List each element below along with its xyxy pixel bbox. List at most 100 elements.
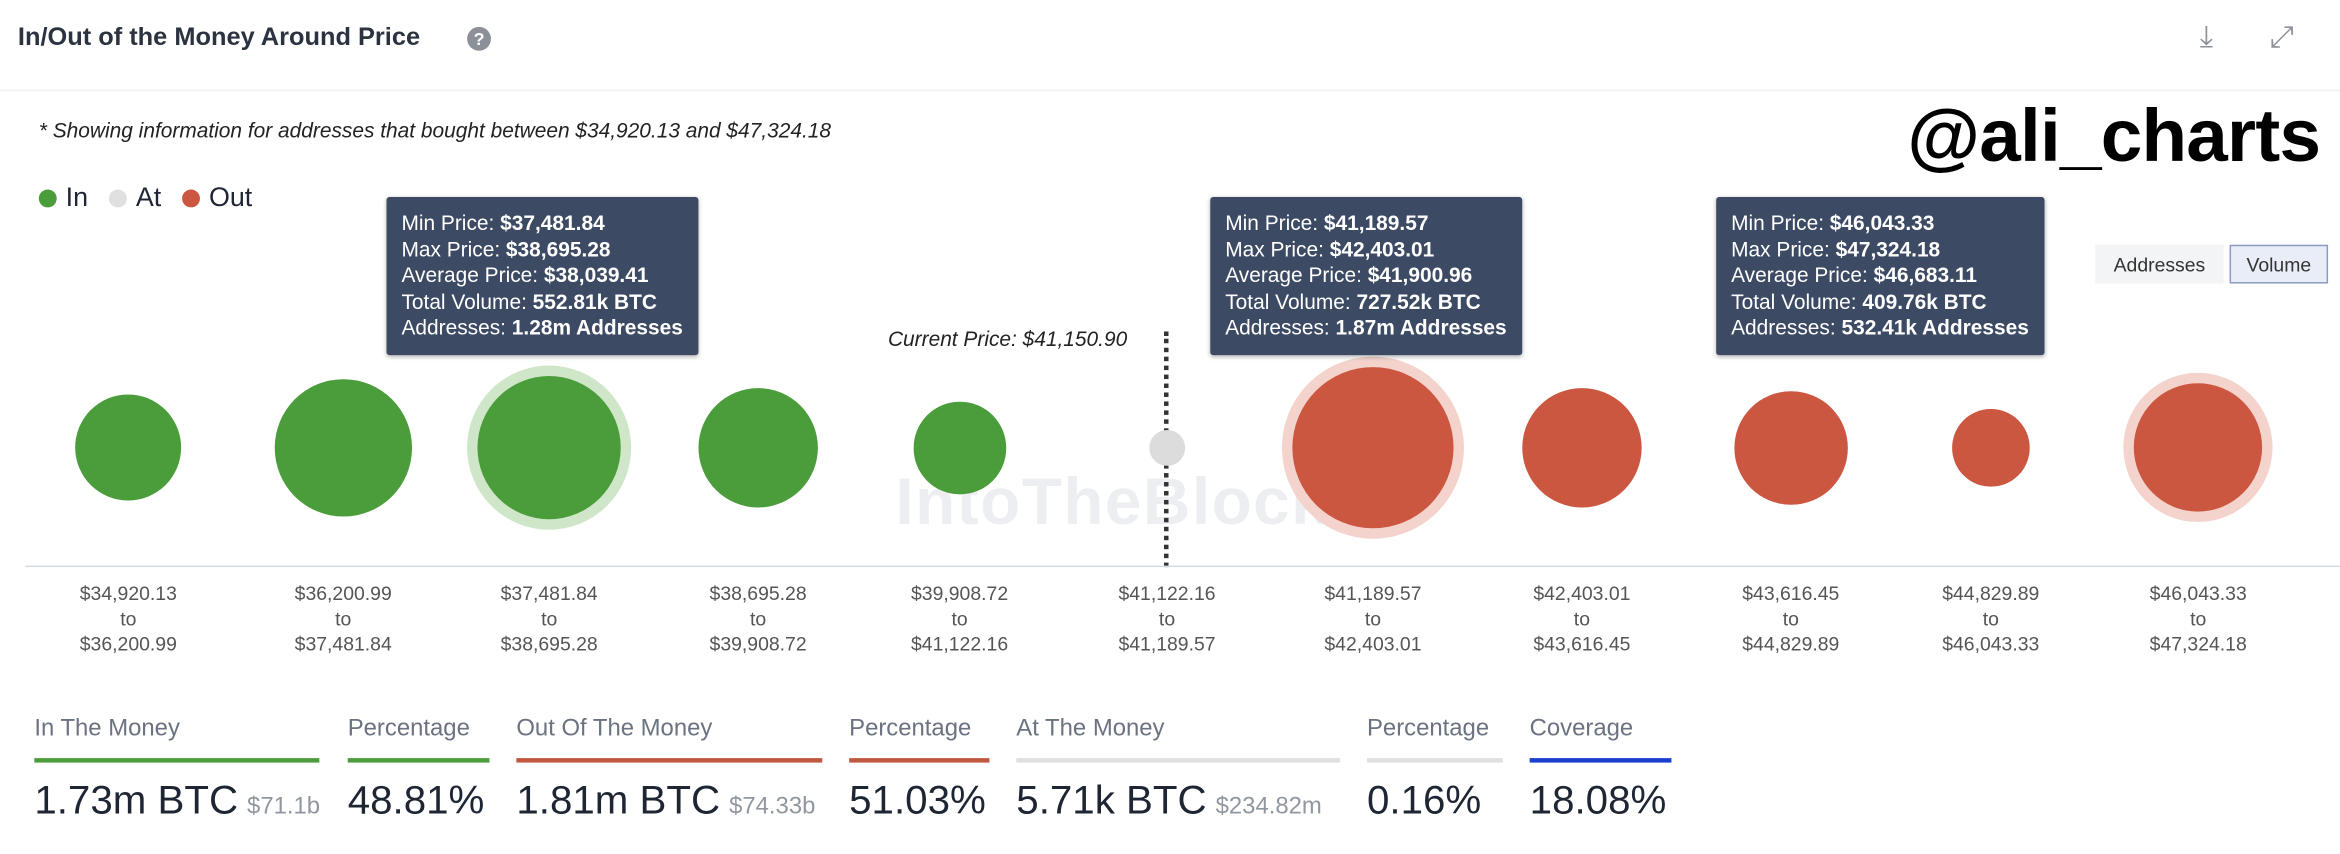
stat-coverage: Coverage 18.08% <box>1529 716 1672 823</box>
stat-usd-value: $74.33b <box>729 793 816 820</box>
tooltip-vol: 409.76k BTC <box>1862 288 1987 313</box>
bin-sep: to <box>750 607 767 630</box>
tooltip-in-bin: Min Price: $37,481.84 Max Price: $38,695… <box>386 196 698 355</box>
stat-underline <box>1366 758 1503 763</box>
in-dot-icon <box>38 188 57 207</box>
bin-from: $41,122.16 <box>1118 582 1216 605</box>
bin-sep: to <box>2190 607 2207 630</box>
tooltip-addr: 1.87m Addresses <box>1335 314 1507 339</box>
stat-usd-value: $234.82m <box>1215 793 1322 820</box>
stat-label: Percentage <box>849 716 972 742</box>
bin-sep: to <box>1573 607 1590 630</box>
bin-label: $37,481.84 to $38,695.28 <box>461 581 637 657</box>
bin-sep: to <box>1982 607 1999 630</box>
bin-to: $47,324.18 <box>2149 632 2247 656</box>
out-dot-icon <box>182 188 201 207</box>
tooltip-avg: $38,039.41 <box>543 262 649 287</box>
tooltip-avg: $41,900.96 <box>1367 262 1473 287</box>
stat-value: 18.08% <box>1529 777 1667 823</box>
bubble-in[interactable] <box>913 401 1006 494</box>
tooltip-min: $37,481.84 <box>500 210 605 235</box>
bin-sep: to <box>951 607 968 630</box>
bin-label: $36,200.99 to $37,481.84 <box>255 581 431 657</box>
bin-from: $38,695.28 <box>709 582 807 605</box>
bin-to: $42,403.01 <box>1324 632 1422 656</box>
download-icon[interactable]: ⤓ <box>2199 20 2213 54</box>
stat-label: Out Of The Money <box>516 716 713 742</box>
tooltip-out-bin-2: Min Price: $46,043.33 Max Price: $47,324… <box>1716 196 2044 355</box>
legend-out[interactable]: Out <box>182 182 252 213</box>
bin-sep: to <box>120 607 137 630</box>
legend-at[interactable]: At <box>108 182 161 213</box>
bin-label: $41,122.16 to $41,189.57 <box>1079 581 1255 657</box>
stat-at-the-money: At The Money 5.71k BTC $234.82m <box>1016 716 1341 823</box>
stat-value: 1.73m BTC <box>34 777 239 823</box>
bin-sep: to <box>1782 607 1799 630</box>
tooltip-max: $47,324.18 <box>1835 236 1941 261</box>
stat-label: In The Money <box>34 716 180 742</box>
tooltip-min: $46,043.33 <box>1829 210 1935 235</box>
bin-to: $36,200.99 <box>79 632 177 656</box>
bin-label: $42,403.01 to $43,616.45 <box>1494 581 1670 657</box>
stat-in-the-money: In The Money 1.73m BTC $71.1b <box>34 716 320 823</box>
bin-from: $43,616.45 <box>1742 582 1840 605</box>
bin-sep: to <box>335 607 352 630</box>
bin-label: $46,043.33 to $47,324.18 <box>2110 581 2286 657</box>
expand-icon[interactable]: ⤢ <box>2269 20 2294 54</box>
bin-to: $43,616.45 <box>1533 632 1631 656</box>
axis-line <box>25 565 2340 568</box>
bubble-out[interactable] <box>2133 383 2263 513</box>
bin-from: $44,829.89 <box>1942 582 2040 605</box>
bubble-in[interactable] <box>477 375 621 520</box>
bubble-at[interactable] <box>1149 429 1185 466</box>
stat-label: At The Money <box>1016 716 1165 742</box>
bin-label: $39,908.72 to $41,122.16 <box>872 581 1048 657</box>
bubble-out[interactable] <box>1952 409 2030 487</box>
stat-underline <box>347 758 490 763</box>
tooltip-out-bin-1: Min Price: $41,189.57 Max Price: $42,403… <box>1210 196 1522 355</box>
header-divider <box>0 89 2340 92</box>
bubble-in[interactable] <box>75 394 182 501</box>
legend-label: In <box>65 182 89 212</box>
stat-underline <box>1529 758 1672 763</box>
stat-value: 0.16% <box>1366 777 1482 823</box>
tooltip-max: $42,403.01 <box>1329 236 1435 261</box>
help-icon[interactable]: ? <box>467 26 491 51</box>
bin-to: $41,122.16 <box>911 632 1009 656</box>
bin-label: $34,920.13 to $36,200.99 <box>40 581 216 657</box>
stat-value: 48.81% <box>347 777 485 823</box>
tooltip-avg: $46,683.11 <box>1873 262 1978 287</box>
stat-underline <box>849 758 990 763</box>
tooltip-vol: 727.52k BTC <box>1356 288 1481 313</box>
bubble-in[interactable] <box>274 379 412 517</box>
author-watermark: @ali_charts <box>1907 94 2321 178</box>
stat-label: Coverage <box>1529 716 1634 742</box>
stat-value: 5.71k BTC <box>1016 777 1207 823</box>
tooltip-addr: 1.28m Addresses <box>511 314 683 339</box>
stat-value: 51.03% <box>849 777 986 823</box>
tooltip-vol: 552.81k BTC <box>532 288 657 313</box>
bin-from: $46,043.33 <box>2149 582 2247 605</box>
current-price-label: Current Price: $41,150.90 <box>887 326 1128 351</box>
bubble-in[interactable] <box>698 388 818 508</box>
stat-percentage: Percentage 51.03% <box>849 716 990 823</box>
bin-to: $41,189.57 <box>1118 632 1216 656</box>
bin-label: $41,189.57 to $42,403.01 <box>1285 581 1461 657</box>
bin-from: $41,189.57 <box>1324 582 1422 605</box>
legend: In At Out <box>38 182 252 213</box>
bubble-out[interactable] <box>1734 391 1848 505</box>
bubble-out[interactable] <box>1522 388 1642 508</box>
volume-toggle-button[interactable]: Volume <box>2229 244 2329 284</box>
stat-label: Percentage <box>347 716 470 742</box>
addresses-toggle-button[interactable]: Addresses <box>2095 244 2224 284</box>
stat-percentage: Percentage 48.81% <box>347 716 490 823</box>
stat-label: Percentage <box>1366 716 1490 742</box>
bubble-out[interactable] <box>1292 367 1454 529</box>
bin-from: $34,920.13 <box>79 582 177 605</box>
stat-underline <box>1016 758 1341 763</box>
tooltip-max: $38,695.28 <box>505 236 611 261</box>
bin-from: $42,403.01 <box>1533 582 1631 605</box>
tooltip-addr: 532.41k Addresses <box>1841 314 2029 339</box>
legend-in[interactable]: In <box>38 182 89 213</box>
